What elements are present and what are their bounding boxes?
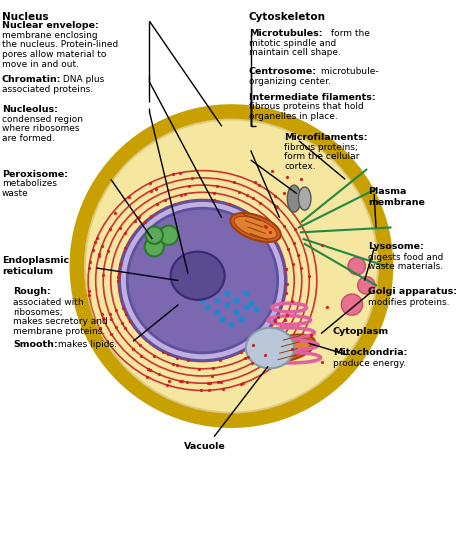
Ellipse shape	[348, 257, 365, 275]
Ellipse shape	[267, 338, 311, 358]
Text: the nucleus. Protein-lined: the nucleus. Protein-lined	[2, 40, 118, 49]
Text: makes secretory and: makes secretory and	[13, 317, 108, 326]
Ellipse shape	[128, 208, 278, 353]
Text: microtubule-: microtubule-	[318, 68, 379, 77]
Text: associated with: associated with	[13, 298, 84, 307]
Text: Nuclear envelope:: Nuclear envelope:	[2, 21, 99, 30]
Text: organelles in place.: organelles in place.	[249, 112, 337, 121]
Text: Lysosome:: Lysosome:	[368, 242, 424, 251]
Text: form the cellular: form the cellular	[284, 152, 360, 161]
Text: DNA plus: DNA plus	[60, 75, 104, 84]
Text: are formed.: are formed.	[2, 134, 55, 143]
Text: move in and out.: move in and out.	[2, 59, 79, 69]
Text: Rough:: Rough:	[13, 287, 51, 296]
Text: Endoplasmic: Endoplasmic	[2, 256, 69, 265]
Text: Cytoplasm: Cytoplasm	[333, 327, 389, 336]
Text: membrane proteins.: membrane proteins.	[13, 327, 106, 336]
Text: metabolizes: metabolizes	[2, 180, 57, 188]
Text: produce energy.: produce energy.	[333, 359, 406, 368]
Ellipse shape	[145, 237, 164, 256]
Ellipse shape	[358, 277, 375, 294]
Text: modifies proteins.: modifies proteins.	[368, 298, 450, 307]
Ellipse shape	[171, 251, 225, 300]
Ellipse shape	[146, 227, 163, 244]
Text: digests food and: digests food and	[368, 252, 444, 262]
Ellipse shape	[119, 200, 285, 361]
Text: membrane: membrane	[368, 198, 425, 206]
Text: makes lipids.: makes lipids.	[55, 340, 117, 349]
Text: Vacuole: Vacuole	[183, 442, 225, 451]
Text: waste materials.: waste materials.	[368, 262, 444, 271]
Ellipse shape	[299, 187, 311, 210]
Ellipse shape	[82, 117, 381, 415]
Text: maintain cell shape.: maintain cell shape.	[249, 48, 341, 57]
Text: Cytoskeleton: Cytoskeleton	[249, 12, 326, 21]
Text: fibrous proteins;: fibrous proteins;	[284, 143, 358, 152]
Text: organizing center.: organizing center.	[249, 77, 331, 86]
Text: mitotic spindle and: mitotic spindle and	[249, 39, 336, 48]
Text: fibrous proteins that hold: fibrous proteins that hold	[249, 102, 364, 111]
Text: Golgi apparatus:: Golgi apparatus:	[368, 287, 457, 296]
Text: waste: waste	[2, 189, 29, 198]
Text: condensed region: condensed region	[2, 115, 83, 124]
Text: Peroxisome:: Peroxisome:	[2, 170, 68, 178]
Ellipse shape	[246, 328, 294, 368]
Text: Intermediate filaments:: Intermediate filaments:	[249, 93, 375, 101]
Text: pores allow material to: pores allow material to	[2, 50, 106, 59]
Text: Centrosome:: Centrosome:	[249, 68, 317, 77]
Text: ribosomes;: ribosomes;	[13, 308, 63, 317]
Ellipse shape	[159, 226, 178, 245]
Text: Microfilaments:: Microfilaments:	[284, 133, 368, 142]
Text: Plasma: Plasma	[368, 187, 407, 196]
Text: Nucleolus:: Nucleolus:	[2, 105, 58, 114]
Ellipse shape	[73, 107, 391, 425]
Ellipse shape	[234, 216, 277, 239]
Text: Nucleus: Nucleus	[2, 12, 48, 21]
Ellipse shape	[230, 213, 281, 242]
Text: Chromatin:: Chromatin:	[2, 75, 62, 84]
Ellipse shape	[341, 294, 363, 315]
Text: cortex.: cortex.	[284, 162, 316, 171]
Text: form the: form the	[328, 29, 370, 38]
Text: associated proteins.: associated proteins.	[2, 85, 93, 94]
Text: reticulum: reticulum	[2, 267, 53, 276]
Ellipse shape	[264, 334, 315, 362]
Text: membrane enclosing: membrane enclosing	[2, 31, 98, 40]
Text: Mitochondria:: Mitochondria:	[333, 348, 407, 357]
Ellipse shape	[287, 185, 301, 212]
Text: Smooth:: Smooth:	[13, 340, 58, 349]
Text: where ribosomes: where ribosomes	[2, 124, 80, 133]
Text: Microtubules:: Microtubules:	[249, 29, 322, 38]
